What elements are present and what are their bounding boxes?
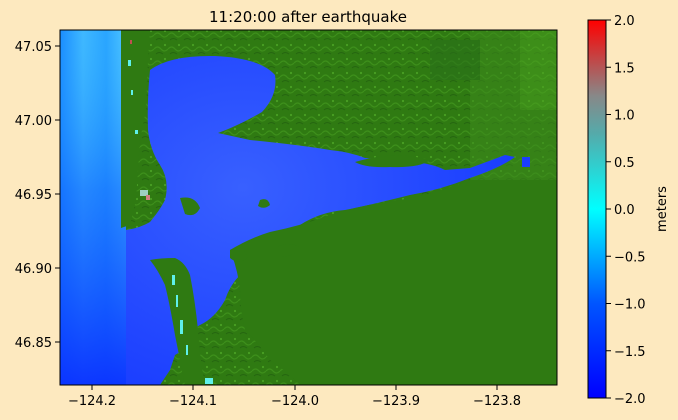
- y-tick-label: 46.95: [15, 188, 52, 203]
- x-tick-label: −123.8: [473, 394, 521, 409]
- y-tick-label: 47.00: [15, 114, 52, 129]
- x-tick-label: −123.9: [372, 394, 420, 409]
- colorbar-gradient: [587, 19, 607, 399]
- map-area: [60, 30, 557, 385]
- colorbar-tick-label: 1.0: [614, 109, 635, 124]
- island-a: [180, 197, 200, 216]
- colorbar-ticks: 2.0 1.5 1.0 0.5 0.0 −0.5 −1.0 −1.5 −2.0: [606, 14, 646, 407]
- x-axis: −124.2 −124.1 −124.0 −123.9 −123.8: [68, 385, 521, 409]
- colorbar-tick-label: −2.0: [614, 392, 646, 407]
- y-axis: 47.05 47.00 46.95 46.90 46.85: [15, 40, 60, 351]
- colorbar: 2.0 1.5 1.0 0.5 0.0 −0.5 −1.0 −1.5 −2.0 meters: [587, 14, 670, 407]
- colorbar-tick-label: −0.5: [614, 250, 646, 265]
- bay-water: [126, 55, 515, 385]
- x-tick-label: −124.1: [169, 394, 217, 409]
- map-title: 11:20:00 after earthquake: [209, 8, 407, 26]
- east-inlet: [522, 157, 530, 167]
- y-tick-label: 47.05: [15, 40, 52, 55]
- x-tick-label: −124.2: [68, 394, 116, 409]
- colorbar-label: meters: [655, 186, 670, 232]
- island-e: [275, 244, 300, 257]
- island-c: [355, 155, 430, 168]
- south-spit: [150, 258, 205, 385]
- island-d: [230, 248, 248, 262]
- x-tick-label: −124.0: [271, 394, 319, 409]
- colorbar-tick-label: −1.5: [614, 345, 646, 360]
- colorbar-tick-label: 1.5: [614, 61, 635, 76]
- north-spit: [121, 30, 150, 228]
- axes-frame: [59, 29, 558, 386]
- colorbar-tick-label: 0.5: [614, 156, 635, 171]
- island-b: [258, 199, 270, 208]
- central-peninsula: [230, 180, 557, 385]
- y-tick-label: 46.85: [15, 336, 52, 351]
- colorbar-tick-label: 2.0: [614, 14, 635, 29]
- y-tick-label: 46.90: [15, 262, 52, 277]
- coastal-speckles: [128, 40, 213, 384]
- colorbar-tick-label: 0.0: [614, 203, 635, 218]
- colorbar-tick-label: −1.0: [614, 298, 646, 313]
